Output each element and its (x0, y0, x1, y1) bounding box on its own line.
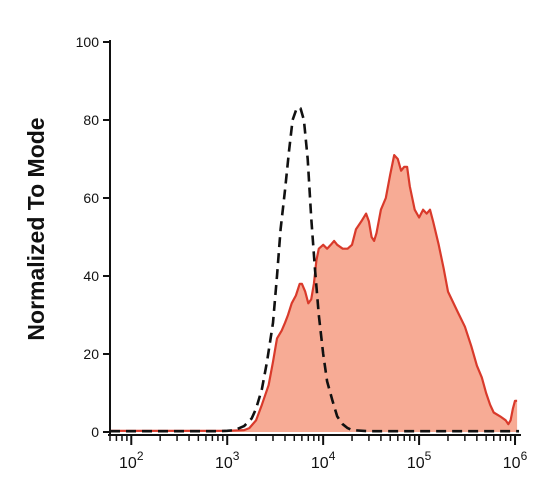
y-tick-label: 40 (83, 268, 99, 284)
y-tick-label: 0 (91, 424, 99, 440)
histogram-fill-0 (110, 155, 518, 432)
x-tick-label: 103 (215, 449, 240, 472)
y-tick-label: 20 (83, 346, 99, 362)
y-tick-label: 100 (76, 34, 100, 50)
histogram-line-0 (110, 154, 518, 432)
y-tick-label: 60 (83, 190, 99, 206)
y-tick-label: 80 (83, 112, 99, 128)
x-tick-label: 102 (119, 449, 144, 472)
x-tick-label: 104 (311, 449, 336, 472)
x-tick-label: 106 (503, 449, 528, 472)
x-tick-label: 105 (407, 449, 432, 472)
y-axis-label: Normalized To Mode (23, 117, 49, 340)
histogram-dashed-line-1 (110, 107, 519, 433)
